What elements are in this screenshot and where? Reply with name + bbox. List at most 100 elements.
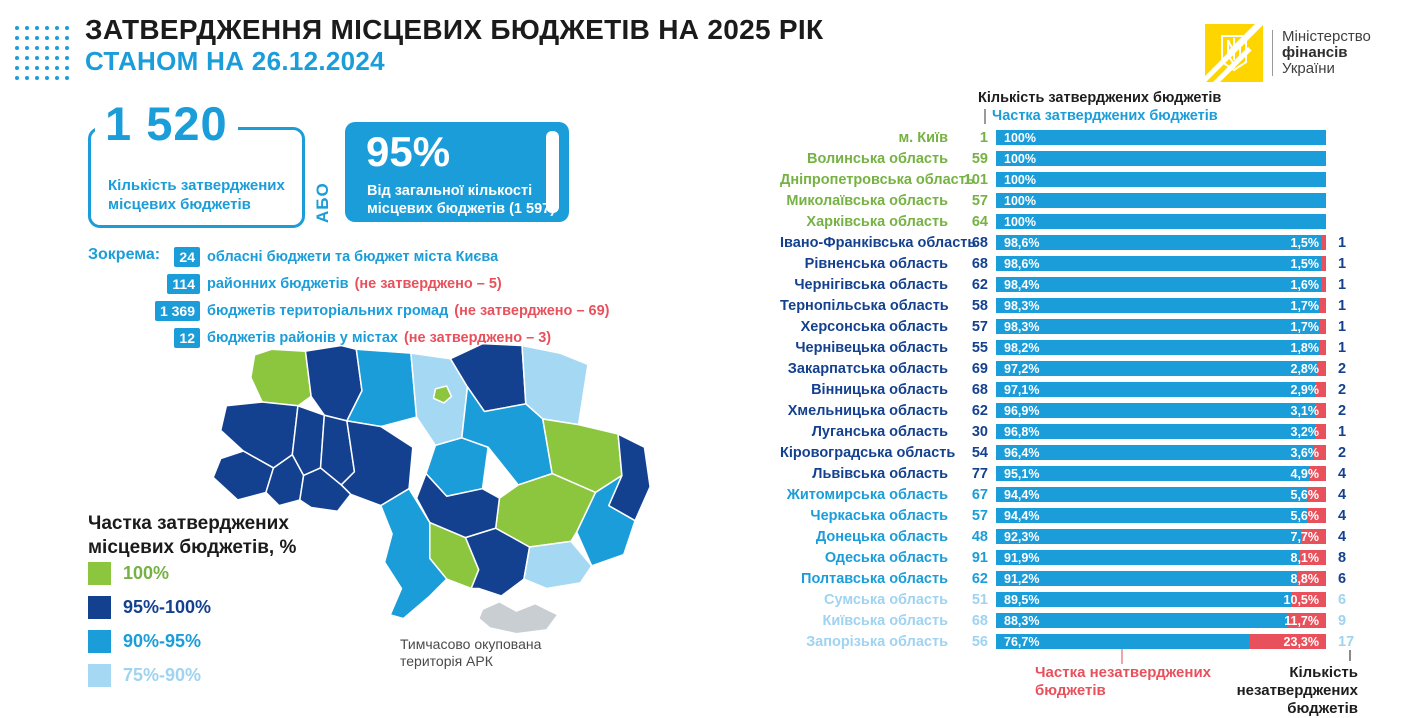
chart-row: Запорізька область 56 76,7% 23,3% 17 [780,631,1405,652]
chart-unapproved-count: 4 [1338,465,1347,482]
chart-row: Житомирська область 67 94,4% 5,6% 4 [780,484,1405,505]
chart-region-label: Одеська область [824,549,948,566]
chart-region-label: Вінницька область [811,381,948,398]
bar-approved-label: 96,8% [1004,425,1040,439]
dot [25,26,29,30]
dot [55,46,59,50]
chart-bar: 94,4% 5,6% [996,508,1326,523]
dot [55,66,59,70]
bar-unapproved-label: 7,7% [1290,530,1320,544]
chart-region-label: Закарпатська область [787,360,948,377]
chart-region-label: Кіровоградська область [780,444,956,461]
chart-approved-count: 57 [971,192,988,209]
ministry-name-line1: Міністерство [1282,28,1371,45]
chart-row: Херсонська область 57 98,3% 1,7% 1 [780,316,1405,337]
chart-region-label: Миколаївська область [786,192,948,209]
bar-approved-label: 98,3% [1004,299,1040,313]
chart-bar: 98,4% 1,6% [996,277,1326,292]
logo-divider [1272,30,1273,76]
breakdown-note: (не затверджено – 69) [454,302,610,319]
bar-approved-label: 100% [1004,194,1036,208]
ukraine-map [212,342,651,635]
chart-row: Харківська область 64 100% [780,211,1405,232]
dot [25,76,29,80]
chart-bar: 98,3% 1,7% [996,319,1326,334]
bar-approved-segment [996,466,1310,481]
bar-approved-segment [996,277,1321,292]
chart-approved-count: 67 [971,486,988,503]
ministry-name: Міністерство фінансів України [1282,29,1371,77]
breakdown-row: 12 бюджетів районів у містах (не затвердже… [150,324,710,351]
count-badge: 24 [174,246,200,267]
chart-region-label: Донецька область [815,528,948,545]
dot [35,26,39,30]
chart-row: Дніпропетровська область 101 100% [780,169,1405,190]
chart-region-label: Хмельницька область [787,402,948,419]
chart-region-label: Чернігівська область [794,276,948,293]
bar-approved-segment [996,508,1308,523]
legend-item: 95%-100% [88,590,211,624]
bar-approved-segment [996,319,1320,334]
map-region-Чернівецька [299,467,352,513]
dot [35,36,39,40]
bar-unapproved-segment [1301,529,1326,544]
including-label: Зокрема: [88,246,161,263]
breakdown-label: бюджетів територіальних громад [207,302,449,319]
bar-approved-label: 97,2% [1004,362,1040,376]
approved-total-label: Кількість затверджених місцевих бюджетів [108,177,285,213]
chart-bar: 100% [996,151,1326,166]
chart-row: Черкаська область 57 94,4% 5,6% 4 [780,505,1405,526]
chart-bar: 97,1% 2,9% [996,382,1326,397]
chart-approved-count: 77 [971,465,988,482]
breakdown-label: районних бюджетів [207,275,349,292]
page-subtitle: СТАНОМ НА 26.12.2024 [85,46,385,76]
approved-total-card: 1 520 Кількість затверджених місцевих бю… [88,96,305,228]
chart-approved-count: 59 [971,150,988,167]
bar-unapproved-label: 2,9% [1290,383,1320,397]
bar-approved-label: 91,9% [1004,551,1040,565]
bar-approved-segment [996,382,1316,397]
bar-unapproved-segment [1315,424,1326,439]
chart-approved-count: 68 [971,255,988,272]
dot [25,36,29,40]
approved-percent-card: 95% Від загальної кількості місцевих бюд… [345,122,569,222]
bar-unapproved-label: 1,8% [1290,341,1320,355]
bar-unapproved-label: 1,7% [1290,320,1320,334]
badge-cell: 24 [150,246,200,267]
dot [65,66,69,70]
bar-approved-label: 96,9% [1004,404,1040,418]
bar-approved-label: 98,4% [1004,278,1040,292]
bar-unapproved-segment [1308,508,1326,523]
bar-unapproved-label: 3,1% [1290,404,1320,418]
bar-unapproved-segment [1310,466,1326,481]
chart-region-label: Херсонська область [800,318,948,335]
chart-region-label: Харківська область [806,213,948,230]
bar-approved-label: 89,5% [1004,593,1040,607]
dot [45,56,49,60]
legend-title: Частка затверджених місцевих бюджетів, % [88,513,297,558]
dot [25,66,29,70]
chart-approved-count: 62 [971,276,988,293]
bar-unapproved-label: 1,5% [1290,257,1320,271]
dot [35,46,39,50]
chart-approved-count: 62 [971,570,988,587]
chart-row: Київська область 68 88,3% 11,7% 9 [780,610,1405,631]
bar-approved-segment [996,403,1316,418]
chart-unapproved-count: 9 [1338,612,1347,629]
chart-bar: 98,2% 1,8% [996,340,1326,355]
dot [55,36,59,40]
map-region-Одеська [380,487,448,620]
card-accent-stripe [546,131,559,213]
chart-approved-count: 68 [971,234,988,251]
footer-unapproved-count-label: Кількість незатверджених бюджетів [1236,664,1358,717]
bar-unapproved-segment [1291,592,1326,607]
chart-region-label: Тернопільська область [780,297,949,314]
chart-unapproved-count: 2 [1338,444,1347,461]
chart-region-label: Чернівецька область [795,339,948,356]
map-region-Донецька [575,474,636,567]
dot [65,46,69,50]
dot [15,66,19,70]
chart-unapproved-count: 4 [1338,486,1347,503]
bar-approved-label: 76,7% [1004,635,1040,649]
header-tick [984,108,986,124]
